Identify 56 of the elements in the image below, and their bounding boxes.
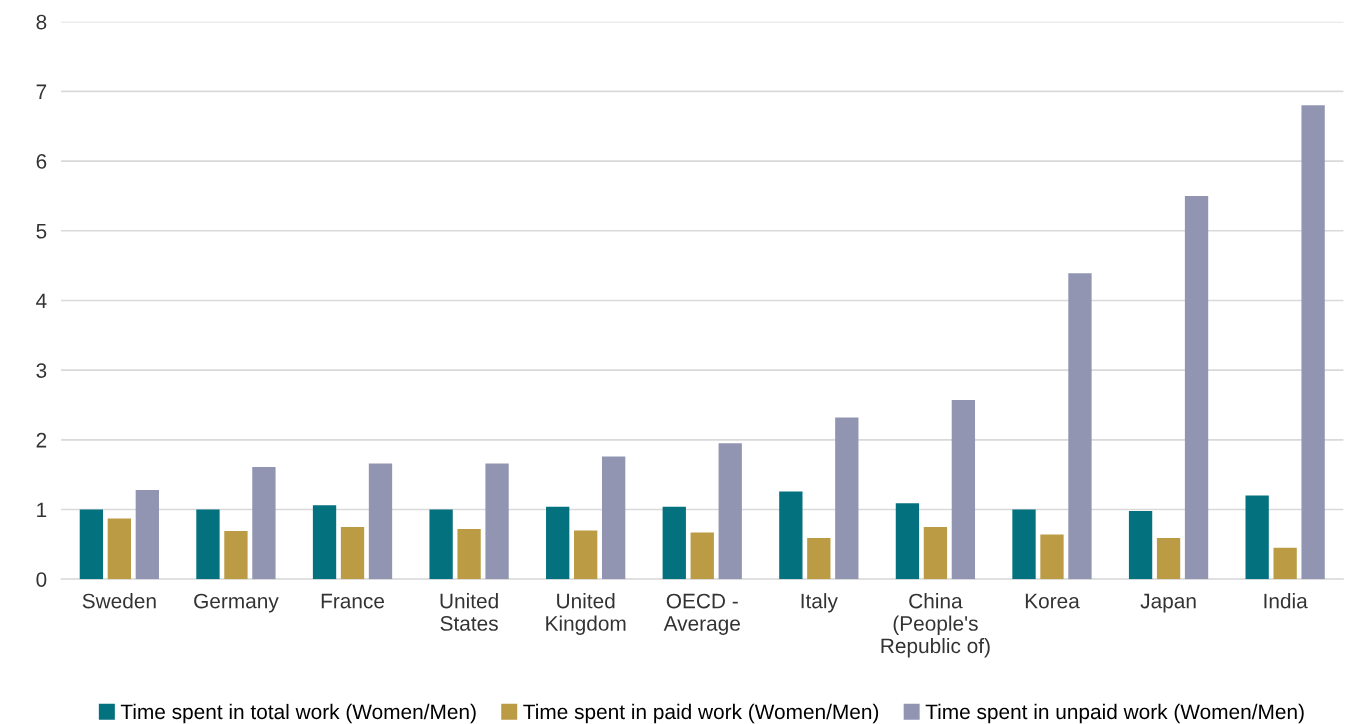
y-tick-label: 8 <box>36 14 47 30</box>
bar <box>340 526 365 580</box>
bar <box>1245 495 1269 580</box>
bar <box>1128 510 1153 580</box>
y-tick-label: 7 <box>36 84 47 99</box>
bar <box>1040 534 1064 580</box>
bar <box>690 532 714 580</box>
x-tick-label: Italy <box>801 593 838 613</box>
bar <box>601 456 626 580</box>
bar <box>835 417 859 580</box>
x-tick-label: China (People's Republic of) <box>881 593 990 658</box>
bar <box>779 491 803 580</box>
bar <box>79 509 104 580</box>
y-tick-label: 4 <box>36 293 47 309</box>
bar <box>429 509 453 580</box>
x-tick-label: OECD - Average <box>663 593 740 635</box>
x-tick-label: United Kingdom <box>546 593 626 635</box>
legend-label: Time spent in unpaid work (Women/Men) <box>925 703 1304 724</box>
bar <box>368 463 393 580</box>
x-tick-label: Japan <box>1140 593 1196 613</box>
x-tick-label: Korea <box>1025 593 1080 609</box>
x-tick-label: United States <box>440 593 498 631</box>
x-tick-label: France <box>321 593 385 609</box>
y-tick-label: 3 <box>36 363 47 378</box>
bar <box>457 529 481 580</box>
bar <box>224 531 248 580</box>
bar <box>923 526 948 580</box>
bar <box>196 509 220 580</box>
bar <box>485 463 509 580</box>
y-tick-label: 6 <box>36 154 47 169</box>
y-tick-label: 1 <box>37 502 47 518</box>
y-tick-label: 0 <box>36 572 47 587</box>
bar <box>1273 547 1297 580</box>
bar <box>1068 273 1092 580</box>
bar <box>1301 105 1325 580</box>
bar <box>895 503 920 580</box>
y-tick-label: 2 <box>36 432 47 448</box>
bar <box>662 506 686 580</box>
legend-label: Time spent in paid work (Women/Men) <box>523 703 879 724</box>
bar <box>1156 538 1181 580</box>
bar <box>312 505 337 580</box>
x-tick-label: Germany <box>194 593 279 613</box>
legend-label: Time spent in total work (Women/Men) <box>120 703 476 724</box>
y-tick-label: 5 <box>36 223 47 239</box>
bar <box>1184 195 1209 580</box>
bar <box>252 467 276 580</box>
bar <box>546 506 570 580</box>
bar <box>135 490 159 580</box>
bar <box>107 518 132 580</box>
x-tick-label: India <box>1264 593 1308 609</box>
bar <box>807 538 831 580</box>
bar <box>951 400 976 580</box>
bar <box>718 443 742 580</box>
x-tick-label: Sweden <box>82 593 156 609</box>
bar <box>1012 509 1036 580</box>
bar <box>574 530 598 580</box>
